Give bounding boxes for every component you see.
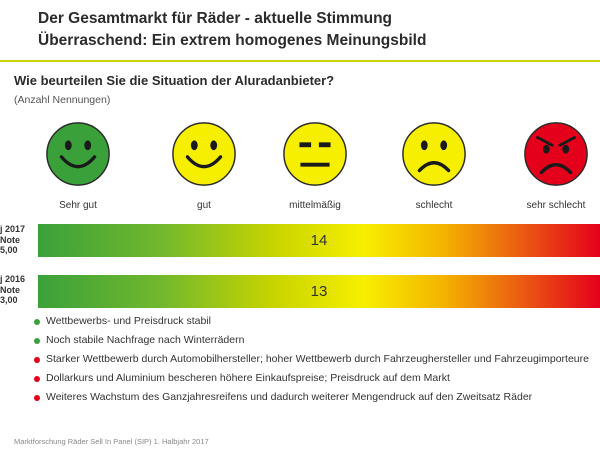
list-item: Weiteres Wachstum des Ganzjahresreifens … <box>34 390 596 405</box>
scale-label-schlecht: schlecht <box>415 200 453 211</box>
row-label-note: Note <box>0 284 20 295</box>
row-label-score: 5,00 <box>0 245 18 255</box>
page-title: Der Gesamtmarkt für Räder - aktuelle Sti… <box>38 10 393 27</box>
bullet-list: Wettbewerbs- und Preisdruck stabil Noch … <box>34 314 596 409</box>
bullet-dot-icon <box>34 376 40 382</box>
scale-label-sehr-gut: Sehr gut <box>59 200 97 211</box>
bullet-dot-icon <box>34 319 40 325</box>
bullet-text: Noch stabile Nachfrage nach Winterrädern <box>46 334 245 346</box>
row-label-note: Note <box>0 234 20 245</box>
page-subtitle: Überraschend: Ein extrem homogenes Meinu… <box>38 32 427 49</box>
source-footnote: Marktforschung Räder Sell In Panel (SIP)… <box>14 437 209 446</box>
scale-label-mittelmaessig: mittelmäßig <box>289 200 341 211</box>
scale-label-sehr-schlecht: sehr schlecht <box>526 200 586 211</box>
neutral-face-icon <box>283 122 347 186</box>
bullet-text: Starker Wettbewerb durch Automobilherste… <box>46 353 589 365</box>
bar-value-label: 14 <box>310 232 328 249</box>
list-item: Starker Wettbewerb durch Automobilherste… <box>34 352 596 367</box>
title-divider <box>0 60 600 62</box>
rating-bar-2017: 14 <box>38 224 600 257</box>
bullet-dot-icon <box>34 395 40 401</box>
scale-label-gut: gut <box>197 200 211 211</box>
smiling-face-icon <box>172 122 236 186</box>
list-item: Noch stabile Nachfrage nach Winterrädern <box>34 333 596 348</box>
list-item: Dollarkurs und Aluminium bescheren höher… <box>34 371 596 386</box>
rating-bar-2016: 13 <box>38 275 600 308</box>
row-label-year: j 2016 <box>0 274 26 284</box>
row-label-2017: j 2017 Note 5,00 <box>0 224 25 256</box>
bullet-text: Wettbewerbs- und Preisdruck stabil <box>46 315 211 327</box>
bar-value-label: 13 <box>310 283 328 300</box>
chart-title: Wie beurteilen Sie die Situation der Alu… <box>14 73 335 88</box>
row-label-score: 3,00 <box>0 295 18 305</box>
bullet-dot-icon <box>34 357 40 363</box>
bullet-text: Weiteres Wachstum des Ganzjahresreifens … <box>46 391 533 403</box>
bullet-dot-icon <box>34 338 40 344</box>
bullet-text: Dollarkurs und Aluminium bescheren höher… <box>46 372 450 384</box>
very-sad-face-icon <box>524 122 588 186</box>
list-item: Wettbewerbs- und Preisdruck stabil <box>34 314 596 329</box>
row-label-2016: j 2016 Note 3,00 <box>0 274 25 306</box>
happy-face-icon <box>46 122 110 186</box>
chart-subtitle: (Anzahl Nennungen) <box>14 94 111 106</box>
sad-face-icon <box>402 122 466 186</box>
row-label-year: j 2017 <box>0 224 26 234</box>
